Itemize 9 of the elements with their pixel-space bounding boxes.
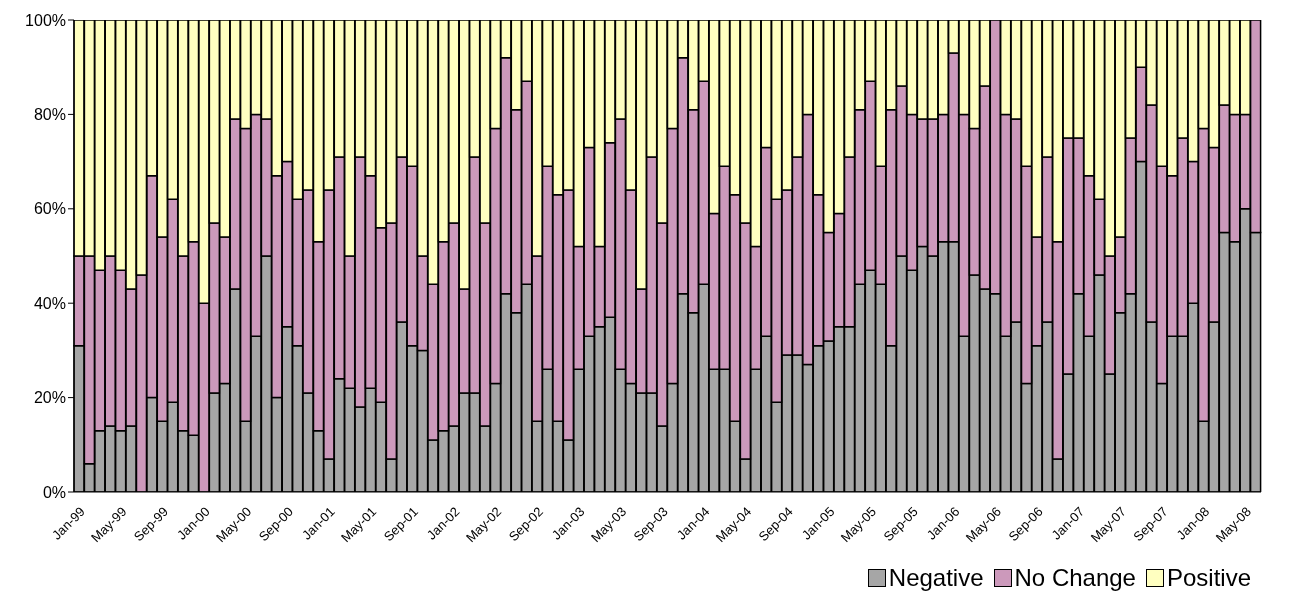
y-tick-label: 0% xyxy=(42,483,66,501)
y-tick-label: 40% xyxy=(33,294,66,312)
y-tick-label: 100% xyxy=(25,11,66,29)
legend-label: Positive xyxy=(1166,564,1251,592)
y-tick-label: 60% xyxy=(33,200,66,218)
legend-label: Negative xyxy=(888,564,984,592)
y-tick-label: 20% xyxy=(33,389,66,407)
legend-label: No Change xyxy=(1014,564,1136,592)
y-tick-label: 80% xyxy=(33,106,66,124)
